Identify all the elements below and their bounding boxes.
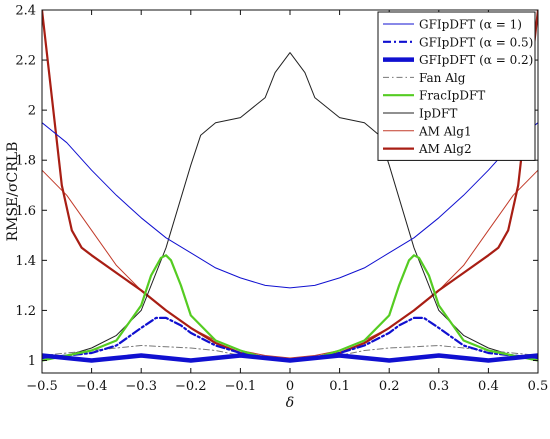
x-tick-label: 0.1 bbox=[329, 379, 350, 394]
legend-entry: GFIpDFT (α = 1) bbox=[419, 18, 522, 32]
legend-box bbox=[377, 11, 536, 161]
x-tick-label: 0 bbox=[286, 379, 294, 394]
y-tick-label: 1.4 bbox=[15, 254, 36, 269]
y-tick-label: 1.2 bbox=[15, 304, 36, 319]
legend-entry: GFIpDFT (α = 0.5) bbox=[419, 35, 533, 49]
legend-entry: GFIpDFT (α = 0.2) bbox=[419, 53, 533, 67]
y-tick-label: 2 bbox=[28, 104, 36, 119]
series-line-7 bbox=[42, 169, 538, 359]
y-tick-label: 2.2 bbox=[15, 54, 36, 69]
x-tick-label: −0.5 bbox=[26, 379, 58, 394]
x-tick-label: −0.1 bbox=[225, 379, 257, 394]
series-layer bbox=[42, 10, 538, 363]
legend: GFIpDFT (α = 1) GFIpDFT (α = 0.5) GFIpDFT … bbox=[377, 11, 536, 161]
y-axis-label: RMSE/σCRLB bbox=[5, 142, 21, 242]
y-tick-label: 2.4 bbox=[15, 4, 36, 19]
series-line-1 bbox=[42, 122, 538, 289]
y-tick-label: 1 bbox=[28, 354, 36, 369]
x-tick-label: −0.4 bbox=[76, 379, 108, 394]
y-tick-label: 1.8 bbox=[15, 154, 36, 169]
x-tick-label: −0.3 bbox=[125, 379, 157, 394]
legend-entry: IpDFT bbox=[419, 107, 457, 121]
series-line-3 bbox=[42, 353, 538, 363]
legend-entry: AM Alg2 bbox=[418, 142, 472, 156]
legend-entry: Fan Alg bbox=[419, 71, 466, 85]
x-tick-label: 0.5 bbox=[528, 379, 549, 394]
x-axis-label: δ bbox=[286, 395, 294, 411]
series-line-6 bbox=[42, 52, 538, 361]
x-tick-label: 0.3 bbox=[428, 379, 449, 394]
y-tick-label: 1.6 bbox=[15, 204, 36, 219]
x-tick-label: 0.2 bbox=[379, 379, 400, 394]
x-tick-label: 0.4 bbox=[478, 379, 499, 394]
ticks-layer: −0.5 −0.4 −0.3 −0.2 −0.1 0 0.1 0.2 0.3 0.4 0.5 1 1.2… bbox=[15, 4, 548, 395]
legend-entry: AM Alg1 bbox=[418, 124, 472, 138]
x-tick-label: −0.2 bbox=[175, 379, 207, 394]
legend-entry: FracIpDFT bbox=[419, 89, 485, 103]
